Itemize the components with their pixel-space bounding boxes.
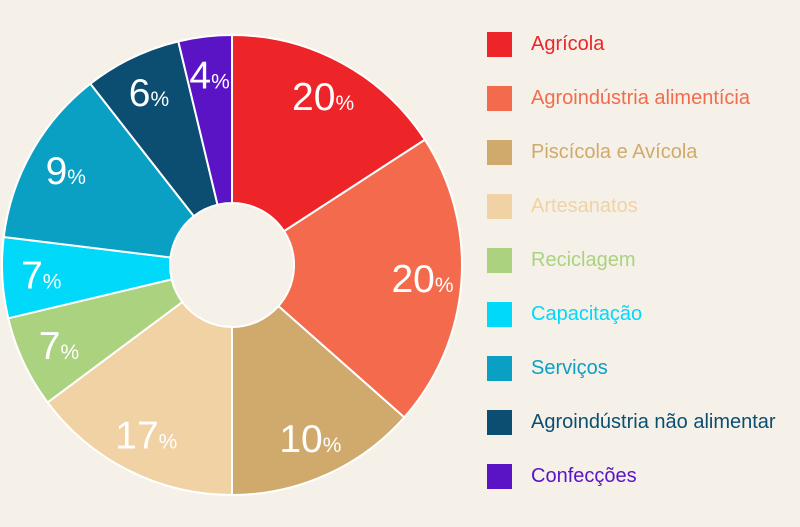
legend-swatch-reciclagem	[487, 248, 512, 273]
legend-label-artesanatos: Artesanatos	[531, 195, 638, 217]
legend-label-piscicola-e-avicola: Piscícola e Avícola	[531, 141, 698, 163]
legend-swatch-piscicola-e-avicola	[487, 140, 512, 165]
slice-value-label-reciclagem: 7%	[39, 325, 79, 368]
legend-item-agroindustria-alimenticia: Agroindústria alimentícia	[487, 86, 776, 111]
donut-chart: 20% 20% 10% 17% 7% 7% 9% 6% 4%	[1, 34, 463, 496]
slice-value-label-agroindustria-alimenticia: 20%	[391, 258, 453, 301]
legend-item-confeccoes: Confecções	[487, 464, 776, 489]
legend-swatch-agroindustria-nao-alimentar	[487, 410, 512, 435]
legend-swatch-agroindustria-alimenticia	[487, 86, 512, 111]
legend-label-capacitacao: Capacitação	[531, 303, 643, 325]
slice-value-label-artesanatos: 17%	[115, 415, 177, 458]
legend-item-reciclagem: Reciclagem	[487, 248, 776, 273]
legend-label-reciclagem: Reciclagem	[531, 249, 636, 271]
slice-confeccoes	[177, 34, 233, 206]
legend-item-capacitacao: Capacitação	[487, 302, 776, 327]
slice-artesanatos	[46, 301, 233, 496]
legend-label-agricola: Agrícola	[531, 33, 605, 55]
slice-servicos	[2, 82, 195, 259]
legend-item-piscicola-e-avicola: Piscícola e Avícola	[487, 140, 776, 165]
slice-value-label-servicos: 9%	[46, 150, 86, 193]
legend-item-servicos: Serviços	[487, 356, 776, 381]
legend-label-agroindustria-alimenticia: Agroindústria alimentícia	[531, 87, 750, 109]
legend-item-agroindustria-nao-alimentar: Agroindústria não alimentar	[487, 410, 776, 435]
legend-swatch-capacitacao	[487, 302, 512, 327]
legend-swatch-artesanatos	[487, 194, 512, 219]
slice-agroindustria-alimenticia	[277, 138, 463, 419]
slice-piscicola-e-avicola	[231, 305, 406, 496]
legend-swatch-confeccoes	[487, 464, 512, 489]
slice-value-label-piscicola-e-avicola: 10%	[279, 418, 341, 461]
slice-value-label-confeccoes: 4%	[189, 54, 229, 97]
legend-label-confeccoes: Confecções	[531, 465, 637, 487]
chart-legend: Agrícola Agroindústria alimentícia Piscíco…	[487, 32, 776, 489]
legend-item-artesanatos: Artesanatos	[487, 194, 776, 219]
legend-label-agroindustria-nao-alimentar: Agroindústria não alimentar	[531, 411, 776, 433]
legend-item-agricola: Agrícola	[487, 32, 776, 57]
slice-agricola	[231, 34, 426, 233]
legend-label-servicos: Serviços	[531, 357, 608, 379]
legend-swatch-servicos	[487, 356, 512, 381]
slice-value-label-agroindustria-nao-alimentar: 6%	[129, 72, 169, 115]
slice-value-label-agricola: 20%	[292, 76, 354, 119]
legend-swatch-agricola	[487, 32, 512, 57]
slice-value-label-capacitacao: 7%	[21, 255, 61, 298]
